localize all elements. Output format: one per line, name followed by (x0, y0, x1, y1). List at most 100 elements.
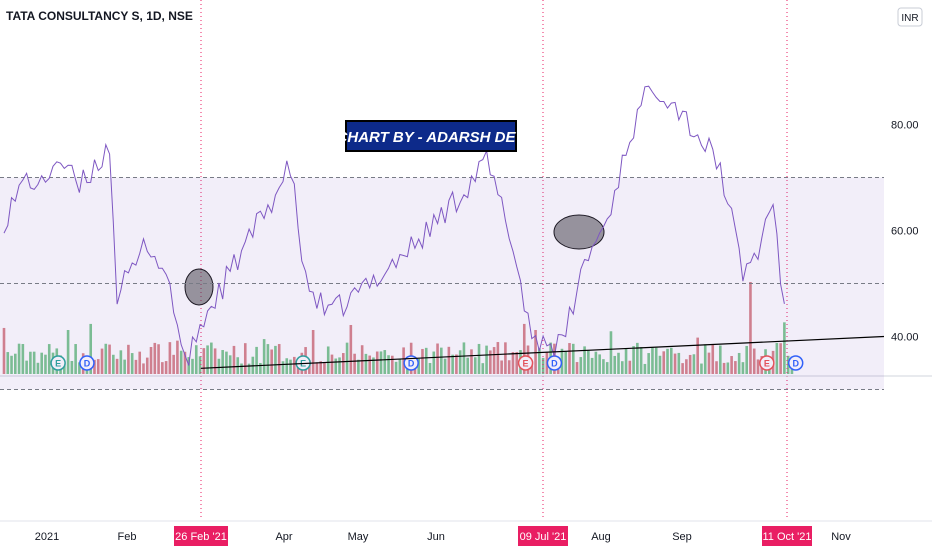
volume-bar (737, 352, 741, 374)
time-tick-label: Jun (427, 531, 445, 543)
volume-bar (571, 343, 575, 374)
dividend-marker[interactable]: D (79, 355, 95, 371)
volume-bar (473, 357, 477, 374)
volume-bar (440, 347, 443, 374)
time-tick-label: 2021 (35, 531, 59, 543)
earnings-marker[interactable]: E (517, 355, 534, 371)
volume-bar (692, 354, 696, 374)
volume-bar (632, 346, 635, 374)
volume-bar (247, 363, 251, 374)
volume-bar (658, 355, 662, 374)
event-label: E (55, 359, 61, 369)
volume-bar (210, 342, 213, 374)
volume-bar (458, 350, 462, 374)
volume-bar (379, 351, 383, 374)
volume-bar (289, 359, 292, 374)
volume-bar (119, 350, 123, 374)
volume-bar (32, 351, 36, 374)
volume-bar (677, 352, 681, 374)
volume-bar (202, 348, 206, 374)
volume-bar (654, 347, 658, 374)
volume-bar (217, 358, 221, 374)
volume-bar (745, 345, 748, 374)
volume-bar (40, 352, 43, 374)
volume-bar (734, 361, 737, 374)
volume-bar (10, 355, 13, 374)
volume-bar (779, 343, 782, 374)
volume-bar (451, 354, 454, 374)
currency-button[interactable]: INR (897, 7, 923, 27)
date-tag: 09 Jul '21 (518, 526, 568, 546)
volume-bar (387, 355, 390, 374)
volume-bar (127, 344, 130, 374)
volume-bar (756, 359, 760, 374)
volume-bar (277, 344, 281, 374)
volume-bar (353, 353, 356, 374)
volume-bar (666, 348, 669, 374)
volume-bar (232, 345, 236, 374)
volume-bar (142, 363, 145, 374)
volume-bar (462, 342, 466, 374)
volume-bar (130, 353, 134, 374)
volume-bar (496, 342, 500, 374)
date-tag-label: 09 Jul '21 (520, 531, 567, 543)
volume-bar (206, 345, 209, 374)
volume-bar (255, 346, 258, 374)
volume-bar (330, 354, 334, 374)
rsi-line (3, 85, 785, 366)
rsi-trendline (200, 335, 885, 369)
author-banner: CHART BY - ADARSH DEY (337, 120, 528, 152)
pattern-ellipse (553, 214, 605, 250)
volume-bar (153, 342, 157, 374)
volume-bar (711, 344, 715, 374)
volume-bar (198, 356, 202, 374)
volume-bar (681, 363, 684, 374)
earnings-marker[interactable]: E (759, 355, 775, 371)
volume-bar (485, 345, 488, 374)
volume-bar (492, 347, 496, 374)
volume-bar (225, 351, 228, 374)
volume-bar (673, 353, 677, 374)
volume-bar (240, 363, 243, 374)
volume-bar (93, 359, 96, 374)
volume-bar (161, 362, 164, 374)
event-label: D (84, 359, 91, 369)
dividend-marker[interactable]: D (403, 355, 419, 371)
event-label: D (792, 359, 799, 369)
volume-bar (194, 345, 198, 374)
volume-bar (432, 351, 436, 374)
volume-bar (357, 359, 360, 374)
volume-bar (749, 282, 752, 374)
volume-bar (104, 343, 108, 374)
volume-bar (100, 348, 104, 374)
banner-text: CHART BY - ADARSH DEY (337, 129, 528, 146)
volume-bar (338, 357, 341, 374)
volume-bar (428, 362, 432, 374)
volume-bar (191, 358, 194, 374)
volume-bar (345, 342, 349, 374)
volume-bar (96, 359, 100, 374)
earnings-marker[interactable]: E (50, 355, 66, 371)
volume-bar (259, 363, 262, 374)
volume-bar (262, 339, 266, 374)
volume-bar (688, 354, 692, 374)
volume-bar (14, 353, 17, 374)
event-label: D (551, 359, 558, 369)
volume-bar (334, 358, 338, 374)
dividend-marker[interactable]: D (787, 355, 804, 371)
volume-bar (164, 361, 168, 374)
event-label: E (764, 359, 770, 369)
volume-bar (602, 359, 605, 374)
volume-bar (383, 350, 387, 374)
price-axis: 2800.003000.003200.003400.003600.003800.… (891, 120, 919, 344)
volume-bar (628, 360, 632, 374)
time-tick-label: Nov (831, 531, 851, 543)
volume-bar (292, 356, 296, 374)
volume-bar (285, 358, 289, 374)
time-tick-label: Apr (275, 531, 292, 543)
volume-bar (587, 350, 590, 374)
volume-bar (266, 344, 270, 374)
volume-bar (481, 363, 485, 374)
time-axis: 2021 Feb Apr May Jun Aug Sep Nov 26 Feb '21 09 Ju… (0, 520, 932, 546)
